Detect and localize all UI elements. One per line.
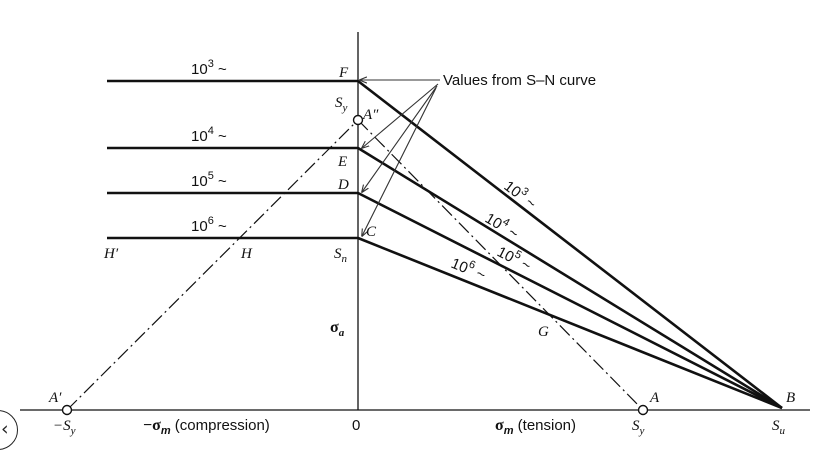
cycles-right-1e4: 104 ~ (482, 207, 523, 243)
chevron-left-icon: ‹ (1, 418, 9, 440)
label-sn: Sn (334, 246, 348, 265)
label-B: B (786, 390, 795, 406)
label-sy-right: Sy (632, 418, 645, 437)
cycles-left-1e5: 105 ~ (191, 170, 227, 190)
callout-arrow-C (362, 87, 437, 236)
line-1e5-right (357, 191, 783, 410)
label-C: C (366, 224, 377, 240)
label-sigma-a: σa (330, 319, 345, 339)
point-A-marker (637, 404, 649, 416)
line-1e6-right (357, 236, 783, 410)
line-1e4-right (357, 146, 783, 410)
label-G: G (538, 324, 549, 340)
label-H: H (240, 246, 253, 262)
cycles-right-1e5: 105 ~ (494, 241, 535, 275)
cycles-left-1e6: 106 ~ (191, 215, 227, 235)
label-compression: −σm (compression) (143, 417, 270, 437)
label-A: A (649, 390, 660, 406)
label-D: D (337, 177, 349, 193)
label-Hp: H′ (103, 246, 119, 262)
label-tension: σm (tension) (495, 417, 576, 437)
label-sy-top: Sy (335, 95, 348, 114)
label-Ap: A′ (48, 390, 62, 406)
label-neg-sy: −Sy (53, 418, 76, 437)
cycles-right-1e6: 106 ~ (449, 252, 490, 284)
cycles-left-1e4: 104 ~ (191, 125, 227, 145)
callout-arrow-D (362, 85, 438, 192)
callout-arrow-E (362, 83, 439, 148)
label-origin: 0 (352, 417, 360, 434)
yield-line-compression (66, 119, 359, 411)
callout-label: Values from S–N curve (443, 72, 596, 89)
yield-line-tension (357, 119, 644, 411)
point-A2-marker (352, 114, 364, 126)
cycles-left-1e3: 103 ~ (191, 58, 227, 78)
point-Ap-marker (61, 404, 73, 416)
label-E: E (337, 154, 347, 170)
label-A2: A″ (362, 107, 379, 123)
label-F: F (338, 65, 349, 81)
line-1e3-right (357, 79, 783, 410)
label-su: Su (772, 418, 786, 437)
